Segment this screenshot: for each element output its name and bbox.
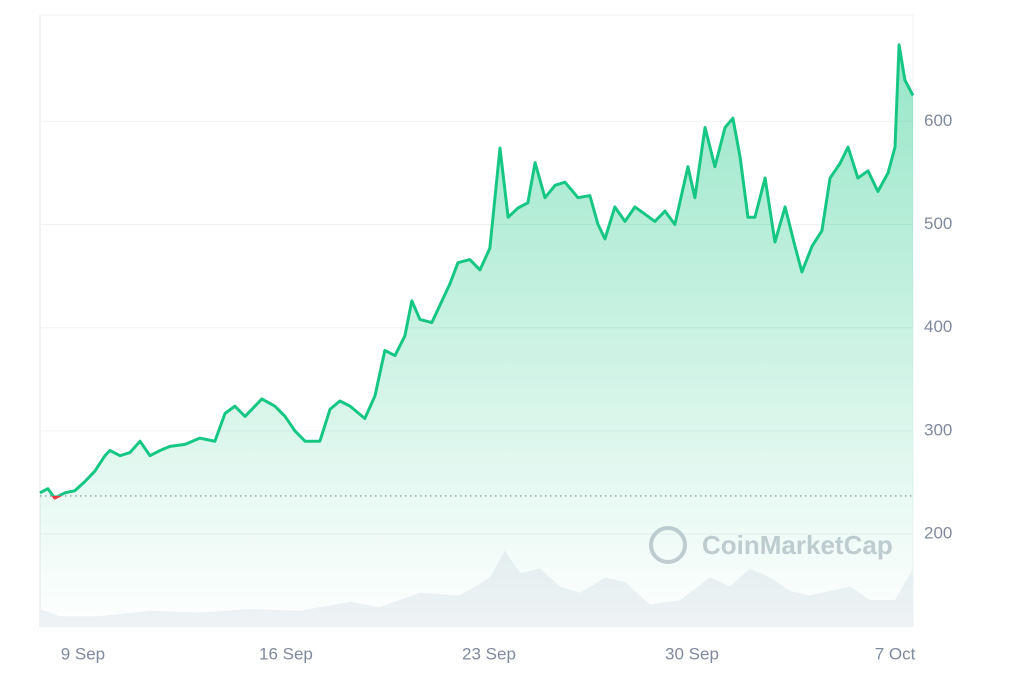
y-tick-label: 400: [924, 317, 952, 336]
y-tick-label: 300: [924, 420, 952, 439]
y-tick-label: 600: [924, 111, 952, 130]
y-tick-label: 200: [924, 524, 952, 543]
x-tick-label: 23 Sep: [462, 644, 516, 663]
x-tick-label: 16 Sep: [259, 644, 313, 663]
price-area: [40, 44, 913, 627]
x-tick-label: 30 Sep: [665, 644, 719, 663]
x-tick-label: 7 Oct: [875, 644, 916, 663]
price-line: [39, 43, 915, 496]
x-tick-label: 9 Sep: [61, 644, 105, 663]
y-tick-label: 500: [924, 214, 952, 233]
